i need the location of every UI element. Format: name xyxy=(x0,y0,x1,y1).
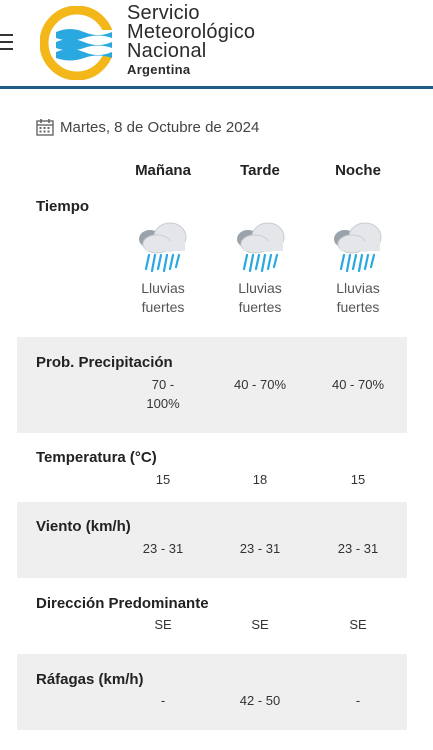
row-label-temperature: Temperatura (°C) xyxy=(36,449,157,466)
wind-direction-morning: SE xyxy=(154,617,172,632)
calendar-icon xyxy=(36,119,54,136)
row-wind xyxy=(17,502,407,578)
row-label-weather: Tiempo xyxy=(36,198,90,215)
smn-logo-icon[interactable] xyxy=(40,6,114,80)
site-header: Servicio Meteorológico Nacional Argentin… xyxy=(0,0,433,86)
precipitation-afternoon: 40 - 70% xyxy=(233,377,287,392)
date-text: Martes, 8 de Octubre de 2024 xyxy=(60,118,260,136)
weather-condition-morning: Lluvias fuertes xyxy=(141,280,185,315)
precipitation-night: 40 - 70% xyxy=(331,377,385,392)
wind-morning: 23 - 31 xyxy=(142,541,184,556)
gusts-afternoon: 42 - 50 xyxy=(239,693,281,708)
logo-line-2: Meteorológico xyxy=(127,21,256,43)
logo-line-3: Nacional xyxy=(127,40,207,62)
weather-condition-night: Lluvias fuertes xyxy=(336,280,380,315)
heavy-rain-icon xyxy=(233,222,289,274)
wind-direction-afternoon: SE xyxy=(251,617,269,632)
wind-afternoon: 23 - 31 xyxy=(239,541,281,556)
header-divider xyxy=(0,86,433,89)
row-label-wind-direction: Dirección Predominante xyxy=(36,595,209,612)
wind-direction-night: SE xyxy=(349,617,367,632)
logo-wordmark[interactable]: Servicio Meteorológico Nacional Argentin… xyxy=(127,2,256,79)
period-header-morning: Mañana xyxy=(135,162,191,179)
period-header-night: Noche xyxy=(335,162,381,179)
temperature-night: 15 xyxy=(350,472,366,487)
heavy-rain-icon xyxy=(135,222,191,274)
gusts-night: - xyxy=(355,693,361,708)
row-label-precipitation: Prob. Precipitación xyxy=(36,354,173,371)
forecast-date: Martes, 8 de Octubre de 2024 xyxy=(36,116,259,138)
temperature-morning: 15 xyxy=(155,472,171,487)
heavy-rain-icon xyxy=(330,222,386,274)
row-label-gusts: Ráfagas (km/h) xyxy=(36,671,144,688)
gusts-morning: - xyxy=(160,693,166,708)
row-precipitation xyxy=(17,337,407,433)
temperature-afternoon: 18 xyxy=(252,472,268,487)
weather-condition-afternoon: Lluvias fuertes xyxy=(238,280,282,315)
row-gusts xyxy=(17,654,407,730)
precipitation-morning: 70 - 100% xyxy=(146,377,180,411)
logo-subtitle: Argentina xyxy=(127,62,191,77)
period-header-afternoon: Tarde xyxy=(240,162,280,179)
menu-icon[interactable] xyxy=(0,32,14,52)
logo-line-1: Servicio xyxy=(127,2,200,24)
row-label-wind: Viento (km/h) xyxy=(36,518,131,535)
wind-night: 23 - 31 xyxy=(337,541,379,556)
